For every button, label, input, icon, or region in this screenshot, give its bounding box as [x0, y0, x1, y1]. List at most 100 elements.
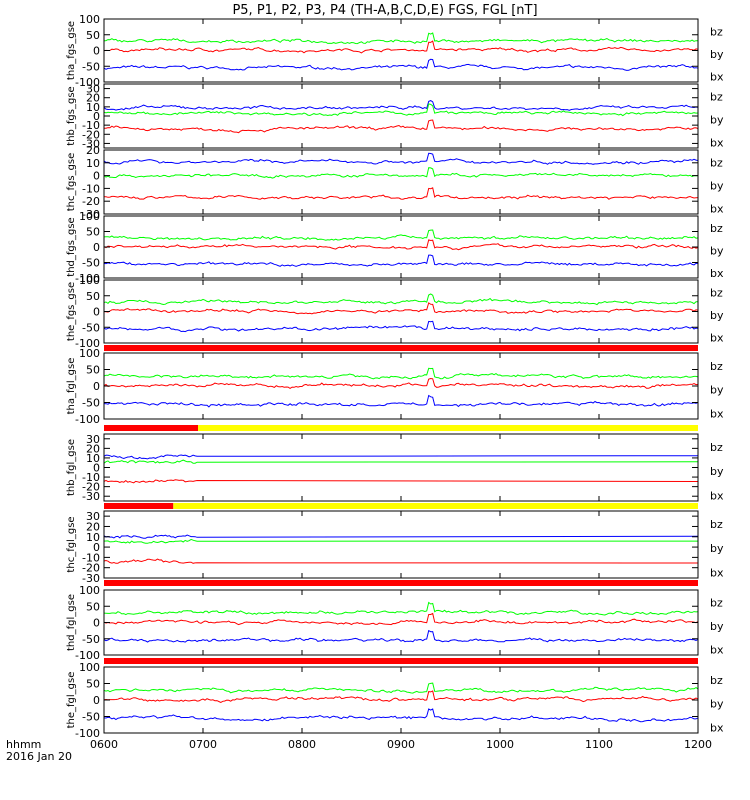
legend-by: by	[710, 465, 724, 478]
series-bx-line	[104, 534, 698, 539]
status-bar	[104, 658, 698, 664]
series-bz-line	[104, 558, 698, 564]
x-tick-label: 0700	[189, 738, 217, 751]
series-bz-line	[104, 690, 698, 703]
series-by-line	[104, 367, 698, 380]
y-tick-label: 0	[93, 45, 100, 58]
y-tick-label: 100	[79, 274, 100, 287]
legend-by: by	[710, 384, 724, 397]
y-tick-label: -20	[82, 481, 100, 494]
y-tick-label: 50	[86, 29, 100, 42]
legend-by: by	[710, 620, 724, 633]
legend-by: by	[710, 542, 724, 555]
y-tick-label: -10	[82, 471, 100, 484]
status-segment	[198, 425, 699, 431]
y-axis-label: thb_fgs_gse	[66, 86, 77, 145]
legend-by: by	[710, 698, 724, 711]
status-segment	[104, 503, 174, 509]
series-by-line	[104, 229, 698, 241]
y-axis-label: the_fgs_gse	[66, 282, 77, 341]
y-tick-label: 10	[86, 157, 100, 170]
y-tick-label: -100	[75, 727, 100, 740]
footer-date: 2016 Jan 20	[6, 750, 72, 763]
legend-bz: bz	[710, 222, 723, 235]
y-tick-label: -100	[75, 413, 100, 426]
y-tick-label: 0	[93, 617, 100, 630]
y-tick-label: -100	[75, 337, 100, 350]
series-bz-line	[104, 119, 698, 134]
y-tick-label: 100	[79, 210, 100, 223]
y-axis-label: tha_fgs_gse	[66, 21, 77, 80]
legend-bx: bx	[710, 267, 724, 280]
y-tick-label: 30	[86, 433, 100, 446]
y-tick-label: -30	[82, 208, 100, 221]
x-tick-label: 0600	[90, 738, 118, 751]
series-bx-line	[104, 254, 698, 267]
y-tick-label: -50	[82, 321, 100, 334]
y-tick-label: 100	[79, 13, 100, 26]
y-tick-label: 50	[86, 600, 100, 613]
legend-by: by	[710, 244, 724, 257]
series-bx-line	[104, 100, 698, 111]
series-by-line	[104, 601, 698, 616]
y-tick-label: 20	[86, 144, 100, 157]
series-by-line	[104, 459, 698, 464]
legend-bz: bz	[710, 674, 723, 687]
legend-bx: bx	[710, 203, 724, 216]
y-tick-label: -30	[82, 137, 100, 150]
series-by-line	[104, 103, 698, 117]
y-tick-label: 0	[93, 541, 100, 554]
y-tick-label: -20	[82, 195, 100, 208]
y-tick-label: -50	[82, 397, 100, 410]
status-bar	[104, 425, 699, 431]
series-bx-line	[104, 320, 698, 333]
series-bx-line	[104, 708, 698, 723]
y-axis-label: thd_fgs_gse	[66, 217, 77, 276]
y-tick-label: 50	[86, 364, 100, 377]
series-bx-line	[104, 152, 698, 165]
series-bz-line	[104, 612, 698, 626]
y-tick-label: 50	[86, 678, 100, 691]
status-segment	[104, 580, 698, 586]
status-segment	[104, 425, 199, 431]
legend-bz: bz	[710, 441, 723, 454]
series-bx-line	[104, 394, 698, 408]
status-segment	[173, 503, 699, 509]
y-tick-label: 100	[79, 347, 100, 360]
legend-bx: bx	[710, 407, 724, 420]
status-bar	[104, 345, 698, 351]
series-bx-line	[104, 454, 698, 460]
y-tick-label: -10	[82, 119, 100, 132]
legend-by: by	[710, 180, 724, 193]
status-segment	[104, 345, 698, 351]
legend-by: by	[710, 309, 724, 322]
y-axis-label: the_fgl_gse	[66, 672, 77, 729]
chart-title: P5, P1, P2, P3, P4 (TH-A,B,C,D,E) FGS, F…	[232, 3, 537, 18]
series-bz-line	[104, 479, 698, 484]
series-bz-line	[104, 40, 698, 54]
series-bz-line	[104, 187, 698, 200]
legend-by: by	[710, 114, 724, 127]
y-tick-label: 100	[79, 584, 100, 597]
x-tick-label: 0900	[387, 738, 415, 751]
series-bx-line	[104, 629, 698, 643]
legend-bz: bz	[710, 91, 723, 104]
y-tick-label: -10	[82, 182, 100, 195]
y-tick-label: -50	[82, 60, 100, 73]
y-axis-label: thb_fgl_gse	[66, 439, 77, 496]
y-axis-label: thc_fgs_gse	[66, 153, 77, 212]
y-tick-label: -100	[75, 649, 100, 662]
y-tick-label: -30	[82, 572, 100, 585]
y-tick-label: -50	[82, 257, 100, 270]
footer-hhmm: hhmm	[6, 738, 41, 751]
x-tick-label: 0800	[288, 738, 316, 751]
y-tick-label: 10	[86, 452, 100, 465]
y-tick-label: 0	[93, 110, 100, 123]
